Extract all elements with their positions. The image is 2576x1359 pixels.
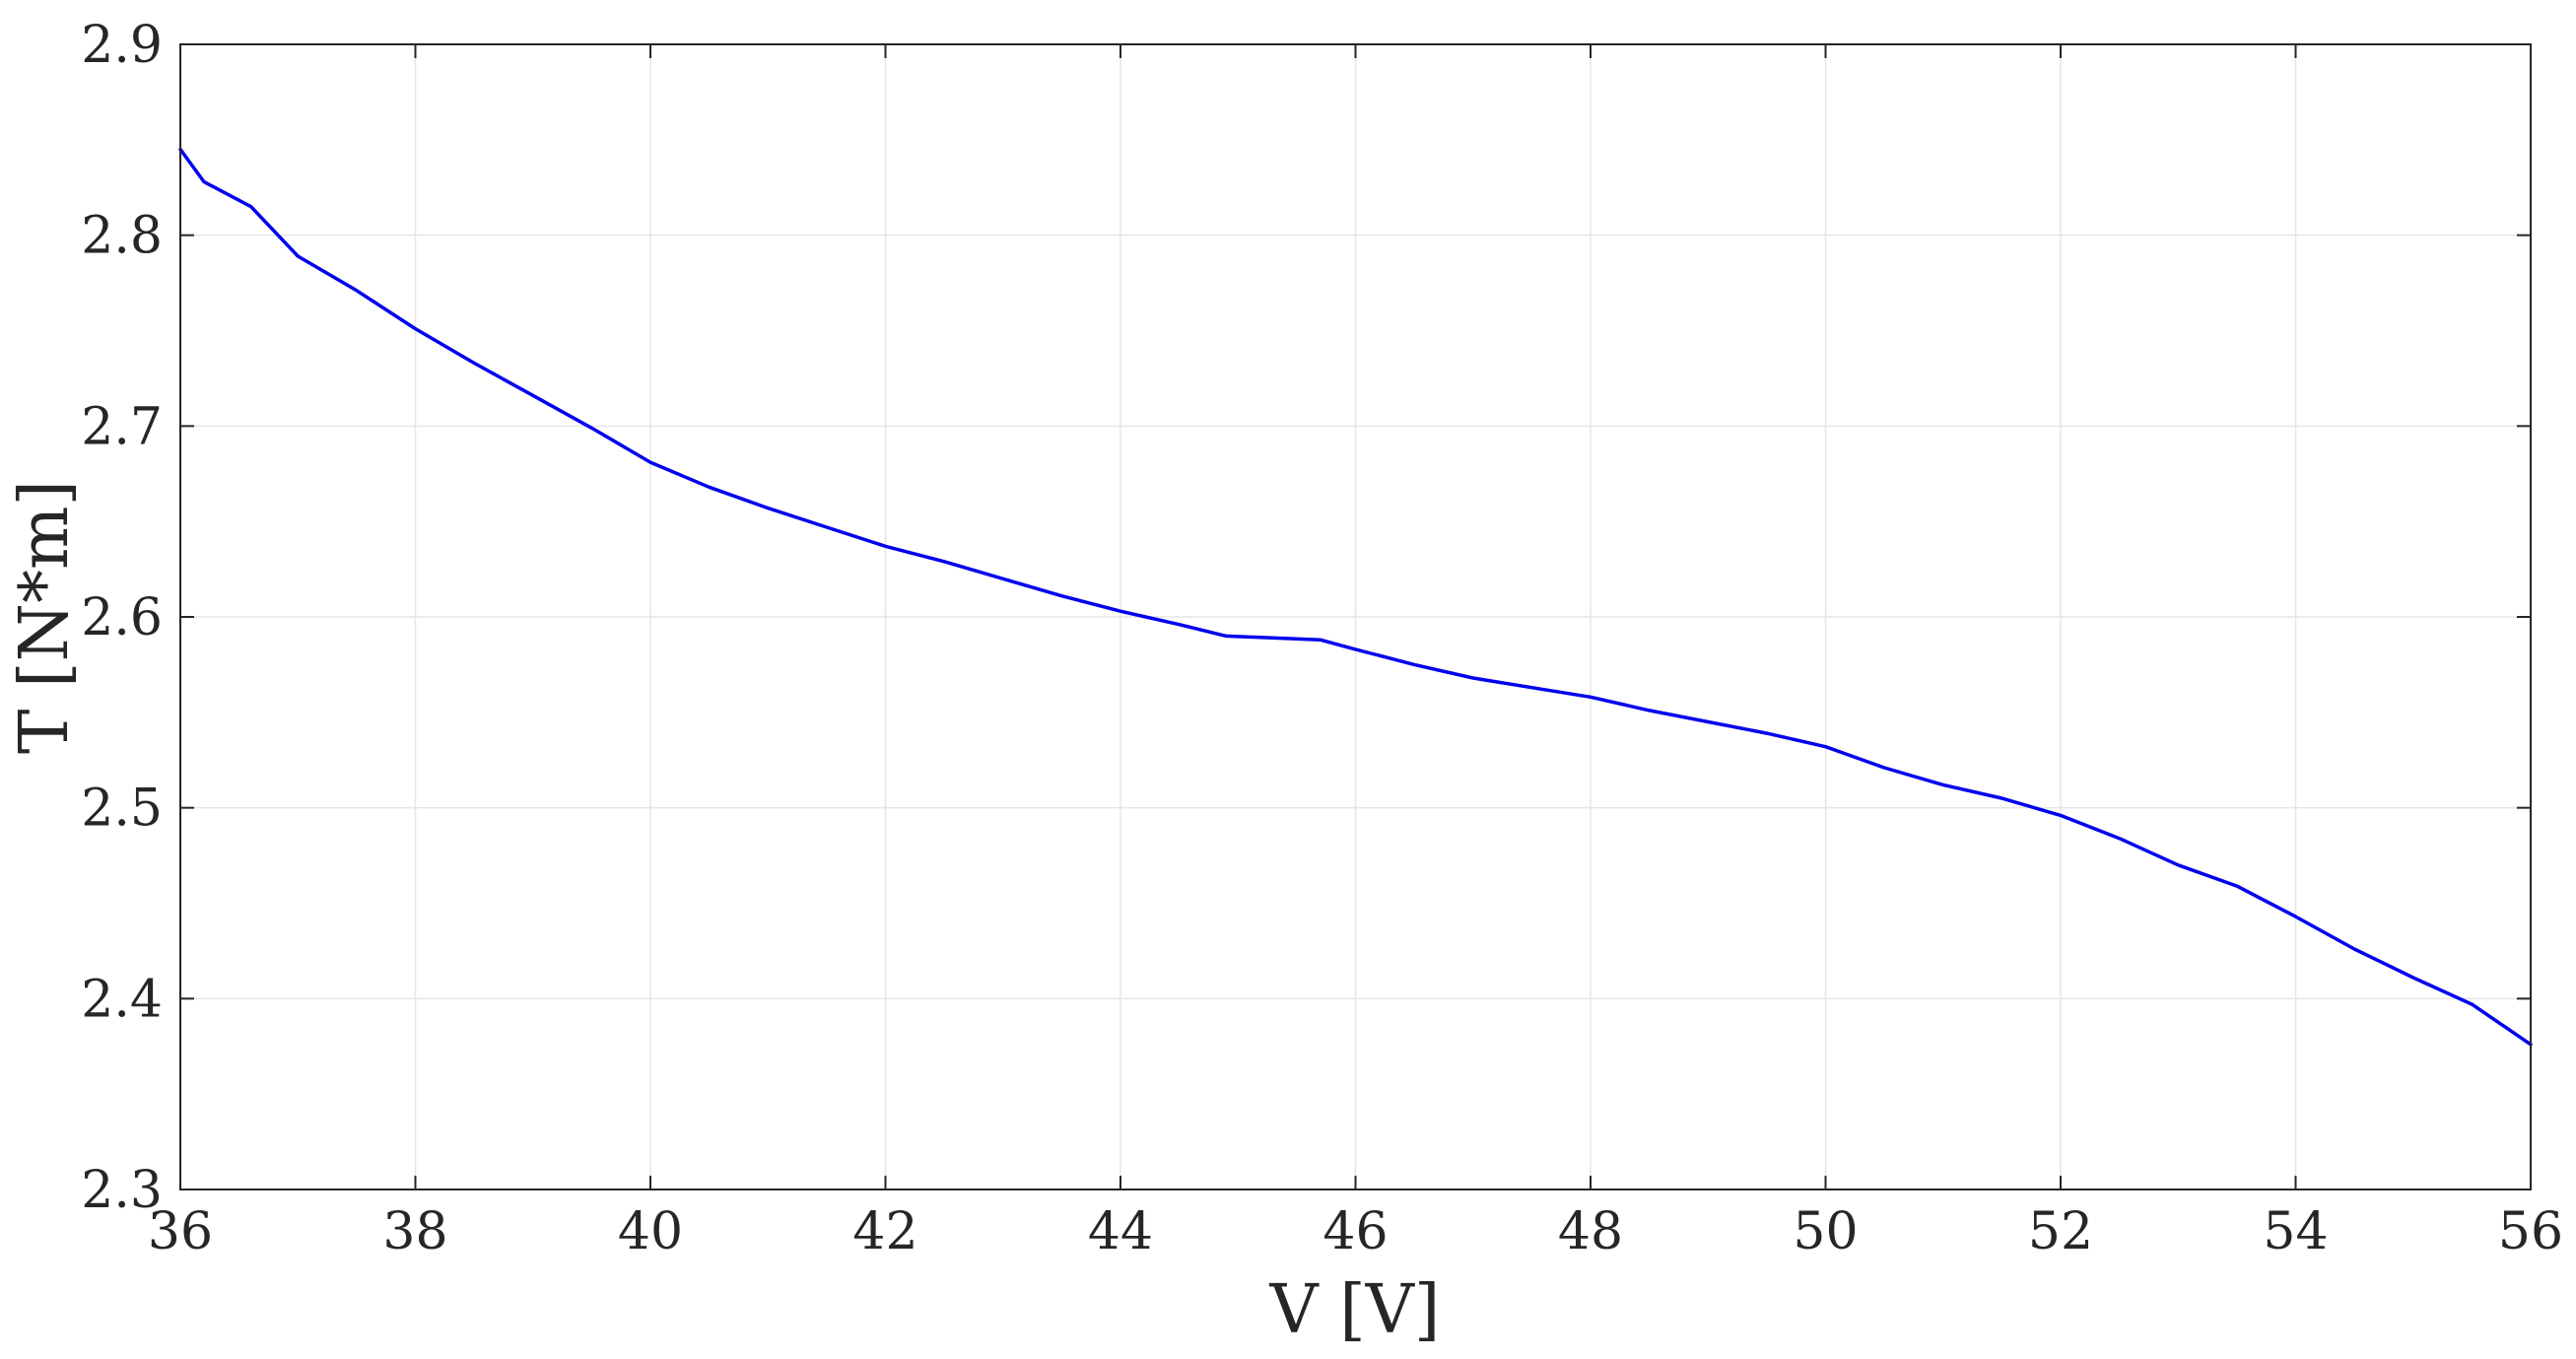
y-tick-label: 2.3 — [81, 1161, 163, 1220]
x-tick-label: 42 — [852, 1202, 917, 1261]
x-tick-label: 40 — [618, 1202, 683, 1261]
series-layer — [178, 147, 2533, 1047]
y-tick-label: 2.4 — [81, 970, 163, 1029]
y-tick-label: 2.9 — [81, 16, 163, 75]
x-axis-label: V [V] — [1269, 1271, 1441, 1349]
x-tick-label: 54 — [2263, 1202, 2328, 1261]
x-tick-label: 50 — [1793, 1202, 1858, 1261]
x-tick-label: 56 — [2498, 1202, 2563, 1261]
x-tick-label: 38 — [382, 1202, 447, 1261]
x-tick-label: 46 — [1322, 1202, 1388, 1261]
tick-marks — [179, 43, 2532, 1190]
x-tick-label: 48 — [1558, 1202, 1623, 1261]
y-tick-label: 2.5 — [81, 780, 163, 839]
grid — [179, 43, 2532, 1190]
y-tick-label: 2.8 — [81, 207, 163, 266]
series-line — [178, 147, 2533, 1047]
y-tick-labels: 2.3 2.4 2.5 2.6 2.7 2.8 2.9 — [81, 16, 163, 1220]
y-tick-label: 2.7 — [81, 397, 163, 456]
y-axis-label: T [N*m] — [6, 480, 84, 754]
x-tick-label: 44 — [1088, 1202, 1153, 1261]
x-tick-labels: 36 38 40 42 44 46 48 50 52 54 56 — [148, 1202, 2563, 1261]
y-tick-label: 2.6 — [81, 588, 163, 647]
x-tick-label: 52 — [2028, 1202, 2093, 1261]
x-tick-label: 36 — [148, 1202, 213, 1261]
